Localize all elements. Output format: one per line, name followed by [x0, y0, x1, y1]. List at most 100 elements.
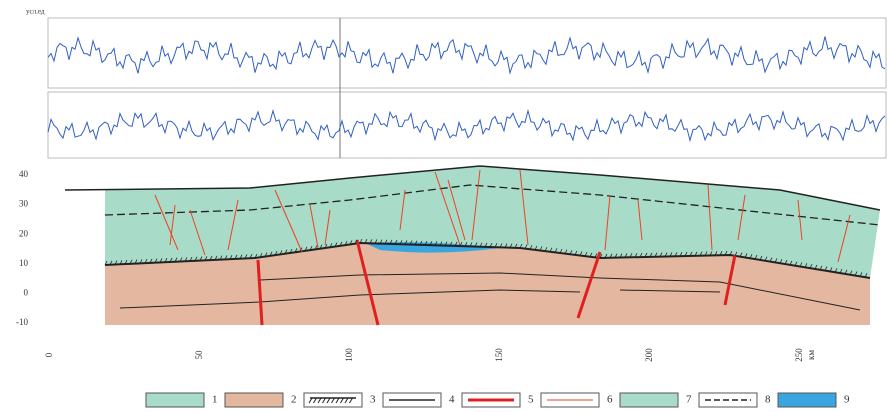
boundary-hatch [329, 243, 333, 248]
legend-swatch [777, 392, 837, 408]
unit-label: усл.ед [26, 8, 45, 16]
boundary-hatch [339, 241, 343, 247]
y-tick-label: -10 [16, 317, 28, 327]
boundary-hatch [514, 243, 518, 249]
boundary-hatch [654, 252, 658, 257]
boundary-hatch [619, 253, 623, 258]
boundary-hatch [139, 259, 143, 264]
boundary-hatch [214, 255, 218, 261]
boundary-hatch [599, 253, 603, 259]
boundary-hatch [604, 253, 608, 259]
boundary-hatch [724, 250, 728, 256]
boundary-hatch [504, 243, 508, 248]
boundary-hatch [684, 251, 688, 257]
boundary-hatch [559, 248, 563, 254]
boundary-hatch [449, 241, 453, 246]
boundary-hatch [699, 251, 703, 256]
signal-panel [47, 17, 887, 89]
boundary-hatch [829, 267, 833, 272]
boundary-hatch [284, 249, 288, 254]
boundary-hatch [764, 256, 768, 261]
boundary-hatch [224, 255, 228, 260]
boundary-hatch [784, 259, 788, 265]
x-unit: км [806, 350, 816, 360]
legend-swatch [145, 392, 205, 408]
boundary-hatch [564, 249, 568, 254]
boundary-hatch [254, 253, 258, 259]
boundary-hatch [194, 256, 198, 261]
boundary-hatch [294, 248, 298, 253]
faults [256, 239, 737, 326]
boundary-hatch [134, 259, 138, 264]
boundary-hatch [304, 246, 308, 252]
boundary-hatch [484, 242, 488, 248]
boundary-hatch [659, 252, 663, 257]
legend-label: 7 [686, 394, 692, 406]
boundary-hatch [794, 261, 798, 266]
boundary-hatch [429, 241, 433, 246]
boundary-hatch [394, 239, 398, 245]
layer-2 [105, 243, 870, 325]
boundary-hatch [314, 245, 318, 250]
boundary-hatch [579, 251, 583, 256]
boundary-hatch [569, 250, 573, 255]
surface-line [64, 165, 881, 211]
boundary-hatch [859, 272, 863, 277]
dashed-line [104, 184, 881, 226]
y-tick-label: 0 [24, 287, 29, 297]
boundary-hatch [644, 252, 648, 258]
boundary-hatch [104, 260, 108, 266]
boundary-hatch [609, 253, 613, 258]
legend-label: 8 [765, 394, 771, 406]
boundary-hatch [749, 254, 753, 259]
boundary-hatch [744, 253, 748, 258]
boundary-hatch [494, 243, 498, 248]
boundary-hatch [679, 251, 683, 257]
boundary-hatch [364, 238, 368, 244]
boundary-hatch [129, 259, 133, 265]
boundary-hatch [414, 240, 418, 245]
legend-hatch [344, 397, 349, 404]
boundary-hatch [114, 260, 118, 265]
x-tick-label: 250 [794, 348, 804, 362]
boundary-hatch [399, 240, 403, 245]
boundary-hatch [174, 257, 178, 262]
boundary-hatch [229, 254, 233, 260]
boundary-hatch [119, 260, 123, 265]
legend-hatch [331, 397, 335, 404]
boundary-hatch [189, 256, 193, 262]
boundary-hatch [209, 255, 213, 261]
boundary-hatch [479, 242, 483, 247]
boundary-hatch [714, 251, 718, 256]
boundary-hatch [124, 259, 128, 265]
boundary-hatch [409, 240, 413, 245]
boundary-hatch [544, 246, 548, 252]
boundary-hatch [729, 250, 733, 256]
x-tick-label: 50 [194, 350, 204, 360]
boundary-hatch [539, 246, 543, 251]
boundary-hatch [274, 250, 278, 256]
boundary-hatch [769, 257, 773, 262]
boundary-hatch [799, 262, 803, 267]
boundary-hatch [534, 245, 538, 251]
boundary-hatch [309, 245, 313, 251]
boundary-hatch [719, 251, 723, 256]
boundary-hatch [299, 247, 303, 252]
boundary-hatch [264, 252, 268, 257]
boundary-hatch [359, 238, 363, 244]
x-tick-label: 0 [44, 352, 54, 357]
boundary-hatch [739, 252, 743, 257]
boundary-hatch [279, 250, 283, 255]
minor-faults [154, 169, 851, 263]
boundary-hatch [474, 242, 478, 247]
boundary-hatch [204, 256, 208, 261]
boundary-hatch [529, 245, 533, 250]
boundary-hatch [614, 253, 618, 258]
legend-hatch [313, 397, 317, 404]
boundary-hatch [844, 269, 848, 275]
boundary-hatch [319, 244, 323, 249]
x-tick-label: 150 [494, 348, 504, 362]
boundary-hatch [734, 251, 738, 257]
boundary-hatch [819, 265, 823, 270]
boundary-hatch [244, 254, 248, 259]
